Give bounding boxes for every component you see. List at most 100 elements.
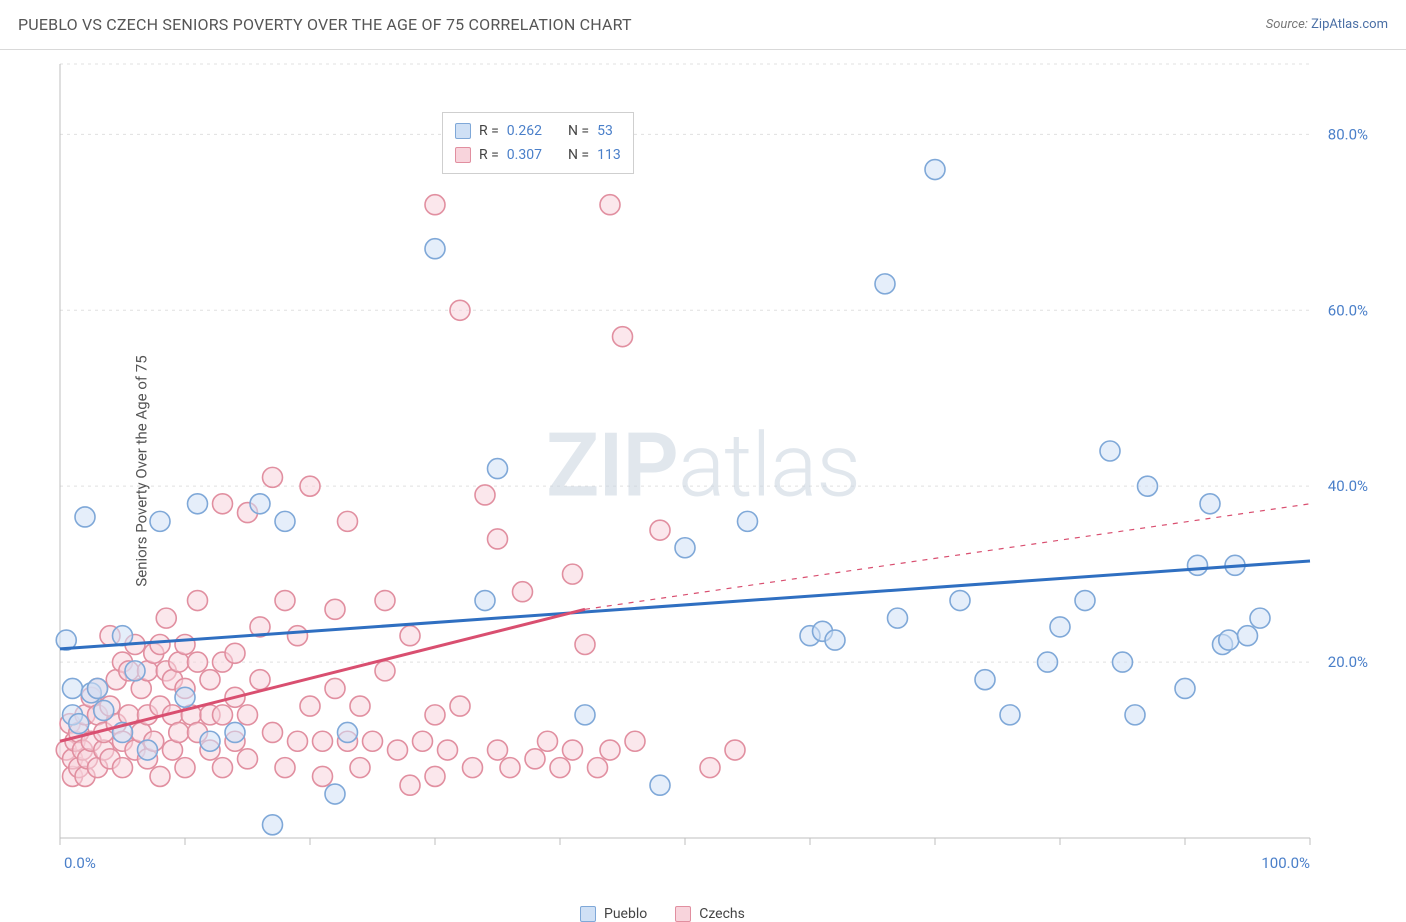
data-point bbox=[700, 758, 720, 778]
data-point bbox=[263, 467, 283, 487]
chart-header: PUEBLO VS CZECH SENIORS POVERTY OVER THE… bbox=[0, 0, 1406, 50]
legend-r-value: 0.262 bbox=[507, 123, 542, 139]
legend-swatch bbox=[580, 906, 596, 922]
scatter-chart: 20.0%40.0%60.0%80.0%0.0%100.0% bbox=[0, 50, 1406, 892]
data-point bbox=[150, 766, 170, 786]
data-point bbox=[925, 160, 945, 180]
legend-swatch bbox=[675, 906, 691, 922]
data-point bbox=[1075, 591, 1095, 611]
data-point bbox=[888, 608, 908, 628]
series-legend-item[interactable]: Pueblo bbox=[580, 906, 647, 922]
data-point bbox=[1219, 630, 1239, 650]
data-point bbox=[138, 740, 158, 760]
data-point bbox=[1175, 678, 1195, 698]
data-point bbox=[363, 731, 383, 751]
data-point bbox=[300, 476, 320, 496]
svg-text:60.0%: 60.0% bbox=[1328, 301, 1368, 319]
data-point bbox=[275, 591, 295, 611]
data-point bbox=[1100, 441, 1120, 461]
series-legend-item[interactable]: Czechs bbox=[675, 906, 745, 922]
data-point bbox=[600, 195, 620, 215]
data-point bbox=[375, 591, 395, 611]
data-point bbox=[288, 626, 308, 646]
data-point bbox=[400, 626, 420, 646]
data-point bbox=[425, 705, 445, 725]
data-point bbox=[1188, 555, 1208, 575]
data-point bbox=[425, 195, 445, 215]
data-point bbox=[250, 670, 270, 690]
data-point bbox=[325, 599, 345, 619]
data-point bbox=[288, 731, 308, 751]
data-point bbox=[94, 700, 114, 720]
data-point bbox=[613, 327, 633, 347]
data-point bbox=[175, 635, 195, 655]
data-point bbox=[325, 784, 345, 804]
data-point bbox=[250, 494, 270, 514]
data-point bbox=[563, 740, 583, 760]
data-point bbox=[950, 591, 970, 611]
data-point bbox=[588, 758, 608, 778]
legend-swatch bbox=[455, 147, 471, 163]
data-point bbox=[88, 678, 108, 698]
data-point bbox=[1200, 494, 1220, 514]
series-name: Pueblo bbox=[604, 906, 647, 922]
correlation-stats-legend: R =0.262N =53R =0.307N =113 bbox=[442, 112, 634, 174]
svg-text:20.0%: 20.0% bbox=[1328, 653, 1368, 671]
data-point bbox=[488, 459, 508, 479]
data-point bbox=[1138, 476, 1158, 496]
legend-r-label: R = bbox=[479, 147, 499, 163]
data-point bbox=[513, 582, 533, 602]
data-point bbox=[1250, 608, 1270, 628]
data-point bbox=[75, 507, 95, 527]
data-point bbox=[188, 494, 208, 514]
data-point bbox=[350, 758, 370, 778]
data-point bbox=[450, 300, 470, 320]
source-link[interactable]: ZipAtlas.com bbox=[1311, 17, 1388, 32]
data-point bbox=[69, 714, 89, 734]
data-point bbox=[225, 722, 245, 742]
data-point bbox=[375, 661, 395, 681]
data-point bbox=[225, 643, 245, 663]
data-point bbox=[113, 758, 133, 778]
data-point bbox=[1000, 705, 1020, 725]
data-point bbox=[213, 758, 233, 778]
data-point bbox=[150, 511, 170, 531]
data-point bbox=[275, 511, 295, 531]
data-point bbox=[188, 652, 208, 672]
legend-row: R =0.307N =113 bbox=[455, 143, 621, 167]
data-point bbox=[275, 758, 295, 778]
data-point bbox=[313, 731, 333, 751]
legend-row: R =0.262N =53 bbox=[455, 119, 621, 143]
data-point bbox=[313, 766, 333, 786]
data-point bbox=[1238, 626, 1258, 646]
legend-r-value: 0.307 bbox=[507, 147, 542, 163]
trend-line-pueblo bbox=[60, 561, 1310, 649]
data-point bbox=[325, 678, 345, 698]
data-point bbox=[1125, 705, 1145, 725]
legend-n-value: 53 bbox=[597, 123, 613, 139]
data-point bbox=[425, 766, 445, 786]
data-point bbox=[488, 529, 508, 549]
legend-n-label: N = bbox=[568, 123, 589, 139]
data-point bbox=[200, 731, 220, 751]
data-point bbox=[200, 670, 220, 690]
data-point bbox=[169, 722, 189, 742]
data-point bbox=[238, 705, 258, 725]
data-point bbox=[475, 591, 495, 611]
data-point bbox=[625, 731, 645, 751]
data-point bbox=[550, 758, 570, 778]
data-point bbox=[438, 740, 458, 760]
data-point bbox=[975, 670, 995, 690]
data-point bbox=[463, 758, 483, 778]
data-point bbox=[263, 815, 283, 835]
source-attribution: Source: ZipAtlas.com bbox=[1266, 17, 1388, 32]
data-point bbox=[63, 678, 83, 698]
data-point bbox=[188, 591, 208, 611]
data-point bbox=[125, 661, 145, 681]
data-point bbox=[413, 731, 433, 751]
data-point bbox=[263, 722, 283, 742]
data-point bbox=[675, 538, 695, 558]
data-point bbox=[300, 696, 320, 716]
data-point bbox=[538, 731, 558, 751]
data-point bbox=[488, 740, 508, 760]
